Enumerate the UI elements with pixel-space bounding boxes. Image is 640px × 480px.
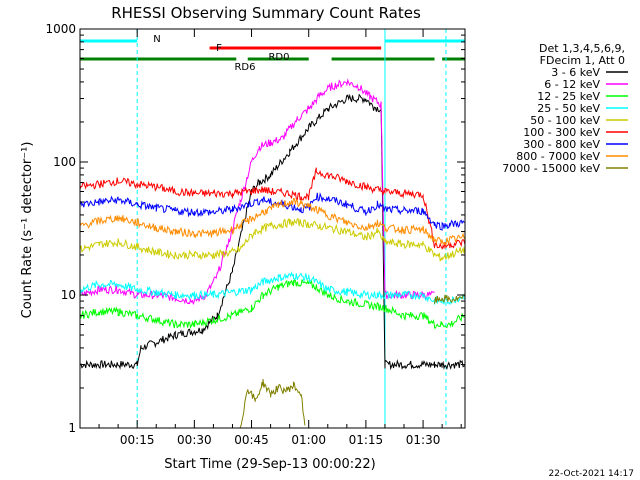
footer-timestamp: 22-Oct-2021 14:17 <box>549 469 634 479</box>
y-tick-label-2: 100 <box>53 155 76 169</box>
legend-entry-5: 100 - 300 keV <box>523 126 600 139</box>
x-tick-label-4: 01:15 <box>349 433 384 447</box>
series-line-4 <box>79 218 466 263</box>
series-line-2 <box>79 279 466 329</box>
x-tick-label-5: 01:30 <box>406 433 441 447</box>
x-tick-label-1: 00:30 <box>177 433 212 447</box>
x-tick-label-3: 01:00 <box>291 433 326 447</box>
x-tick-label-2: 00:45 <box>234 433 269 447</box>
annotation-label-1: F <box>216 43 222 54</box>
series-line-7 <box>79 197 466 246</box>
series-lines <box>79 78 466 429</box>
axes: 00:15 00:30 00:45 01:00 01:15 01:30 1 10 100 1000 <box>45 22 465 447</box>
legend-entry-7: 800 - 7000 keV <box>516 150 600 163</box>
x-tick-label-0: 00:15 <box>120 433 155 447</box>
y-axis-label: Count Rate (s⁻¹ detector⁻¹) <box>20 142 35 319</box>
legend-entry-0: 3 - 6 keV <box>551 66 600 79</box>
legend-header-0: Det 1,3,4,5,6,9, <box>539 42 625 55</box>
annotation-bars: N F RD0 RD6 <box>80 34 465 73</box>
annotation-label-0: N <box>153 34 160 45</box>
series-line-8 <box>239 294 466 429</box>
y-tick-label-3: 1000 <box>45 22 76 36</box>
legend-entry-6: 300 - 800 keV <box>523 138 600 151</box>
series-line-3 <box>79 271 466 305</box>
annotation-label-3: RD6 <box>234 62 255 73</box>
annotation-label-2: RD0 <box>268 52 289 63</box>
y-tick-label-0: 1 <box>68 421 76 435</box>
legend-entry-1: 6 - 12 keV <box>544 78 600 91</box>
chart-title: RHESSI Observing Summary Count Rates <box>111 4 421 22</box>
plot-frame <box>79 28 466 429</box>
legend-entry-3: 25 - 50 keV <box>537 102 600 115</box>
x-axis-label: Start Time (29-Sep-13 00:00:22) <box>164 457 375 472</box>
legend-entry-8: 7000 - 15000 keV <box>502 162 600 175</box>
series-line-0 <box>79 93 466 371</box>
series-line-1 <box>79 78 435 305</box>
series-line-5 <box>79 167 466 250</box>
y-tick-label-1: 10 <box>61 288 76 302</box>
legend-entry-4: 50 - 100 keV <box>530 114 600 127</box>
legend-header-1: FDecim 1, Att 0 <box>540 54 625 67</box>
legend: Det 1,3,4,5,6,9,FDecim 1, Att 03 - 6 keV… <box>502 42 628 175</box>
legend-entry-2: 12 - 25 keV <box>537 90 600 103</box>
